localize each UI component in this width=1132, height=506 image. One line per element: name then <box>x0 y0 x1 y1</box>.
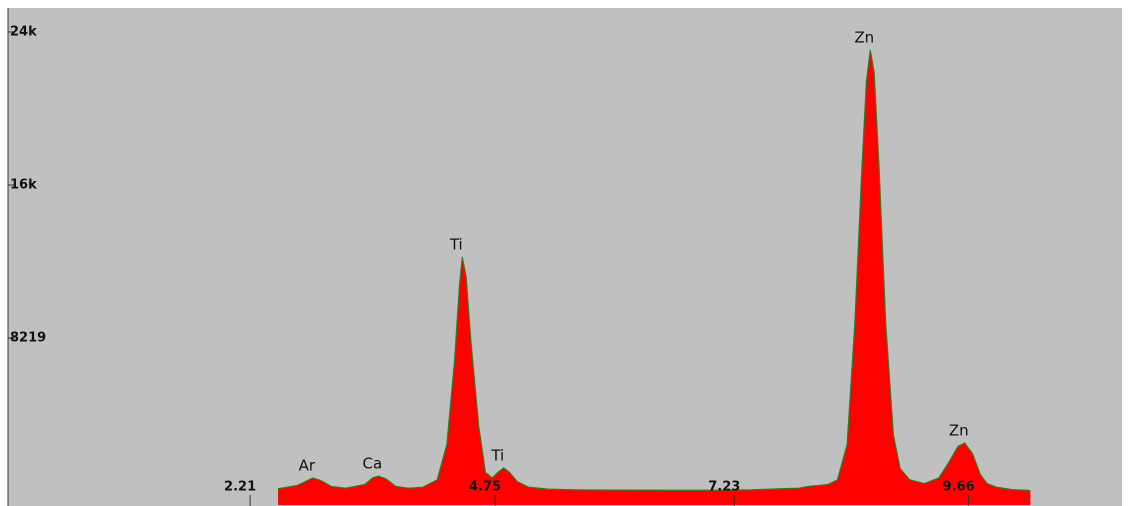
peak-label: Zn <box>949 421 969 439</box>
peak-label: Ar <box>299 456 316 474</box>
peak-label: Ti <box>449 236 463 254</box>
spectrum-line <box>277 49 1031 492</box>
peak-label: Zn <box>854 28 874 46</box>
y-tick-label: 24k <box>10 24 37 39</box>
peak-label: Ti <box>490 446 504 464</box>
y-tick-label: 8219 <box>10 330 46 345</box>
peak-label: Ca <box>363 455 383 473</box>
x-tick-label: 7.23 <box>708 480 740 495</box>
x-tick-label: 2.21 <box>224 480 256 495</box>
y-tick-label: 16k <box>10 177 37 192</box>
x-tick-label: 9.66 <box>943 480 975 495</box>
plot-background <box>8 8 1122 506</box>
spectrum-area <box>278 49 1031 505</box>
x-tick-label: 4.75 <box>469 480 501 495</box>
